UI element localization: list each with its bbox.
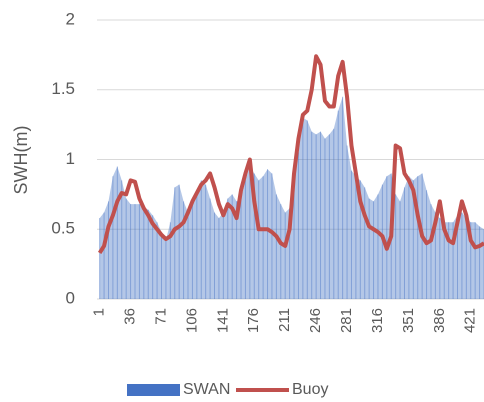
- x-tick-label: 36: [122, 308, 139, 325]
- x-tick-label: 421: [462, 308, 479, 333]
- y-tick-label: 1: [66, 149, 75, 168]
- y-tick-label: 0.5: [51, 219, 75, 238]
- x-tick-label: 106: [183, 308, 200, 333]
- legend-label: Buoy: [292, 381, 328, 398]
- x-tick-label: 351: [400, 308, 417, 333]
- x-tick-label: 281: [338, 308, 355, 333]
- x-tick-label: 71: [152, 308, 169, 325]
- y-tick-label: 1.5: [51, 79, 75, 98]
- y-tick-label: 0: [66, 288, 75, 307]
- x-tick-label: 176: [245, 308, 262, 333]
- x-tick-label: 141: [214, 308, 231, 333]
- line: [97, 54, 484, 255]
- legend-swatch: [127, 384, 180, 396]
- x-tick-label: 246: [307, 308, 324, 333]
- x-tick-label: 316: [369, 308, 386, 333]
- x-tick-label: 386: [431, 308, 448, 333]
- x-tick-label: 211: [276, 308, 293, 332]
- y-tick-label: 2: [66, 9, 75, 28]
- y-axis-label: SWH(m): [11, 126, 31, 195]
- legend-label: SWAN: [183, 381, 230, 398]
- x-tick-label: 1: [91, 308, 108, 316]
